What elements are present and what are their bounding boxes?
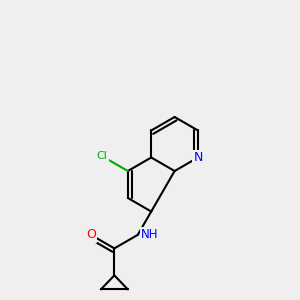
Text: O: O [86, 228, 96, 242]
Text: Cl: Cl [97, 151, 108, 161]
Text: NH: NH [141, 228, 158, 242]
Text: N: N [193, 151, 203, 164]
